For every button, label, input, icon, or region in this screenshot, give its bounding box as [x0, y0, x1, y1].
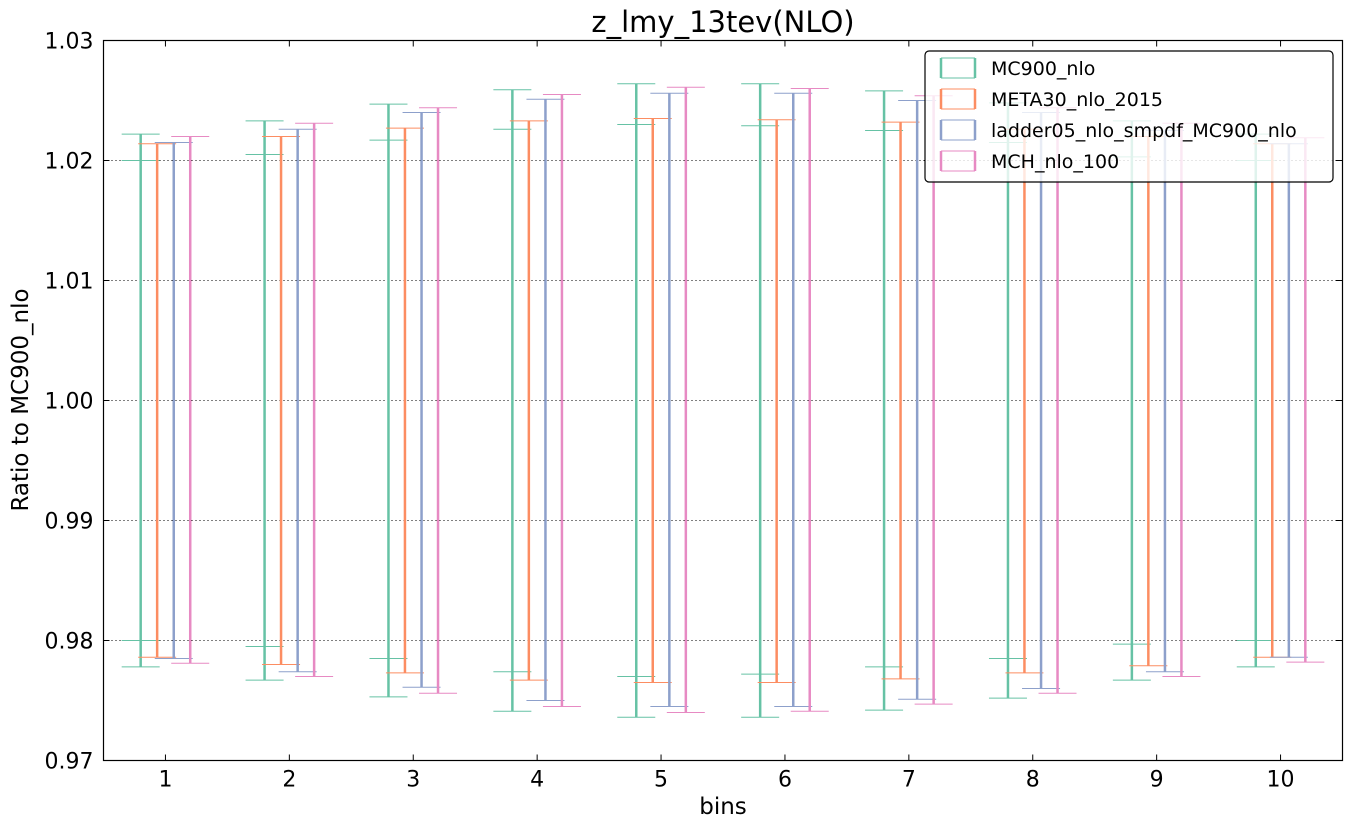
x-tick-label: 7	[902, 768, 916, 793]
x-tick-label: 1	[158, 768, 172, 793]
x-tick-label: 8	[1026, 768, 1040, 793]
legend-label: MC900_nlo	[991, 58, 1095, 80]
legend: MC900_nlo META30_nlo_2015 ladder05_nlo_smp…	[924, 50, 1334, 183]
axis-ticks: 0.97 0.98 0.99 1.00 1.01 1.02 1.03 1 2 3 4 5 6 7 8 9 10	[45, 30, 1343, 793]
x-tick-label: 2	[282, 768, 296, 793]
chart-title: z_lmy_13tev(NLO)	[591, 5, 854, 39]
y-tick-label: 1.02	[45, 150, 94, 175]
y-tick-label: 1.01	[45, 270, 94, 295]
y-tick-label: 1.03	[45, 30, 94, 55]
legend-box	[924, 50, 1334, 183]
legend-label: ladder05_nlo_smpdf_MC900_nlo	[991, 120, 1297, 142]
y-tick-label: 1.00	[45, 390, 94, 415]
x-tick-label: 6	[778, 768, 792, 793]
series-2	[138, 118, 1292, 683]
y-tick-label: 0.98	[45, 630, 94, 655]
y-axis-label: Ratio to MC900_nlo	[8, 288, 34, 511]
x-tick-label: 10	[1267, 768, 1295, 793]
grid-lines	[103, 160, 1343, 641]
x-tick-label: 9	[1150, 768, 1164, 793]
x-tick-label: 4	[530, 768, 544, 793]
x-tick-label: 3	[406, 768, 420, 793]
legend-label: META30_nlo_2015	[991, 89, 1163, 111]
y-tick-label: 0.99	[45, 510, 94, 535]
series-3	[154, 92, 1308, 707]
legend-label: MCH_nlo_100	[991, 151, 1119, 173]
x-tick-label: 5	[654, 768, 668, 793]
x-axis-label: bins	[699, 794, 747, 820]
series-1	[121, 83, 1275, 718]
y-tick-label: 0.97	[45, 750, 94, 775]
